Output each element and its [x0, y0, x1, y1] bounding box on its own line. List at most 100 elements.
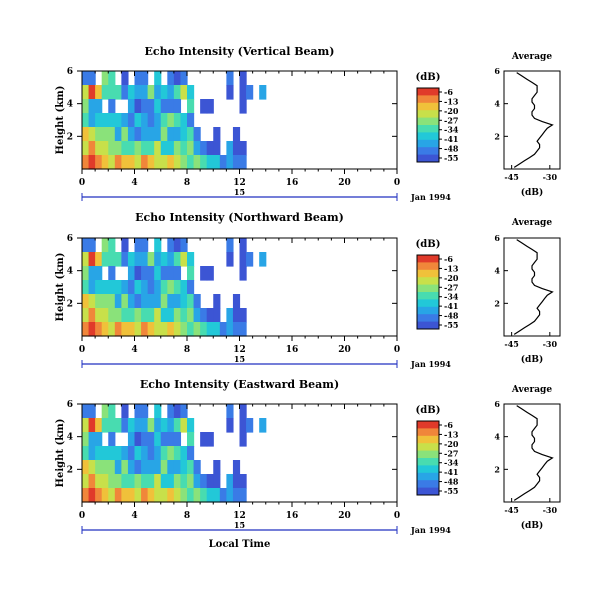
heatmap-cell [154, 474, 162, 489]
heatmap-cell [154, 113, 162, 128]
heatmap-cell [200, 141, 208, 156]
heatmap-cell [82, 99, 90, 114]
heatmap-cell [127, 294, 136, 309]
heatmap-cell [88, 322, 96, 337]
heatmap-cell [108, 113, 116, 128]
heatmap-cell [88, 266, 96, 281]
heatmap-cell [101, 294, 109, 309]
heatmap-cell [114, 280, 122, 295]
heatmap-cell [88, 85, 96, 100]
heatmap-cell [226, 155, 234, 170]
heatmap-cell [173, 127, 182, 142]
heatmap-cell [160, 141, 168, 156]
heatmap-cell [173, 280, 182, 295]
heatmap-cell [187, 322, 195, 337]
profile-y-tick-label: 4 [494, 432, 500, 442]
profile-y-tick-label: 4 [494, 99, 500, 109]
y-axis-label: Height (km) [55, 419, 66, 488]
heatmap-cell [167, 446, 175, 461]
heatmap-cell [134, 127, 142, 142]
colorbar-unit: (dB) [416, 239, 441, 250]
heatmap-cell [101, 113, 109, 128]
profile-x-axis-label: (dB) [521, 187, 543, 198]
heatmap-cell [193, 460, 201, 475]
heatmap-cell [154, 85, 162, 100]
heatmap-cell [180, 418, 188, 433]
x-tick-label: 8 [184, 511, 190, 521]
profile-y-tick-label: 2 [494, 131, 500, 141]
heatmap-cell [232, 294, 241, 309]
heatmap-cell [180, 294, 188, 309]
heatmap-cell [108, 252, 116, 267]
heatmap-cell [82, 252, 90, 267]
heatmap-cell [127, 432, 136, 447]
heatmap-cell [167, 113, 175, 128]
colorbar-label: -27 [444, 282, 458, 292]
heatmap-cell [173, 322, 182, 337]
heatmap-cell [173, 474, 182, 489]
profile-x-tick-label: -45 [504, 172, 518, 182]
heatmap-cell [147, 141, 155, 156]
heatmap-cell [101, 488, 109, 503]
y-tick-label: 4 [67, 267, 73, 277]
heatmap-cell [147, 280, 155, 295]
heatmap-cell [219, 322, 227, 337]
heatmap-cell [259, 85, 267, 100]
heatmap-cell [141, 460, 149, 475]
heatmap-cell [187, 252, 195, 267]
heatmap-cell [200, 155, 208, 170]
heatmap-cell [101, 127, 109, 142]
heatmap-cell [147, 460, 155, 475]
heatmap-cell [160, 308, 168, 323]
heatmap-cell [232, 460, 241, 475]
x-tick-label: 16 [286, 511, 299, 521]
colorbar-label: -55 [444, 153, 458, 163]
heatmap-cell [167, 155, 175, 170]
y-tick-label: 2 [67, 132, 73, 142]
heatmap-cell [193, 141, 201, 156]
x-tick-label: 0 [79, 345, 85, 355]
heatmap-cell [108, 294, 116, 309]
heatmap-cell [226, 418, 234, 433]
heatmap-cell [180, 308, 188, 323]
heatmap-cell [173, 308, 182, 323]
heatmap-cell [206, 322, 214, 337]
heatmap-cell [219, 488, 227, 503]
heatmap-cell [206, 99, 214, 114]
colorbar-label: -20 [444, 439, 459, 449]
heatmap-cell [101, 71, 109, 86]
colorbar-segment [417, 102, 439, 111]
panel-1: Echo Intensity (Northward Beam)0 4 8 12 16 20… [55, 211, 561, 369]
heatmap-cell [88, 113, 96, 128]
colorbar-label: -13 [444, 96, 459, 106]
colorbar-segment [417, 125, 439, 133]
heatmap-cell [114, 252, 122, 267]
x-tick-label: 20 [338, 345, 351, 355]
heatmap-cell [226, 488, 234, 503]
heatmap-cell [147, 488, 155, 503]
heatmap-cell [173, 113, 182, 128]
heatmap-cell [82, 322, 90, 337]
heatmap-cell [95, 446, 103, 461]
date-label: Jan 1994 [410, 359, 451, 369]
heatmap-cell [134, 99, 142, 114]
profile-x-tick-label: -30 [543, 172, 558, 182]
heatmap-cell [147, 266, 155, 281]
heatmap-cell [173, 155, 182, 170]
colorbar-segment [417, 269, 439, 278]
heatmap-cell [187, 141, 195, 156]
heatmap-cell [127, 460, 136, 475]
heatmap-cell [154, 266, 162, 281]
heatmap-cell [154, 418, 162, 433]
heatmap-cell [180, 474, 188, 489]
heatmap-cell [167, 71, 175, 86]
colorbar-segment [417, 277, 439, 286]
heatmap-cell [154, 308, 162, 323]
heatmap-cell [101, 280, 109, 295]
heatmap-cell [167, 127, 175, 142]
x-tick-label: 0 [79, 178, 85, 188]
day-label: 15 [234, 520, 245, 530]
heatmap-cell [114, 446, 122, 461]
heatmap-cell [114, 127, 122, 142]
heatmap-cell [114, 113, 122, 128]
